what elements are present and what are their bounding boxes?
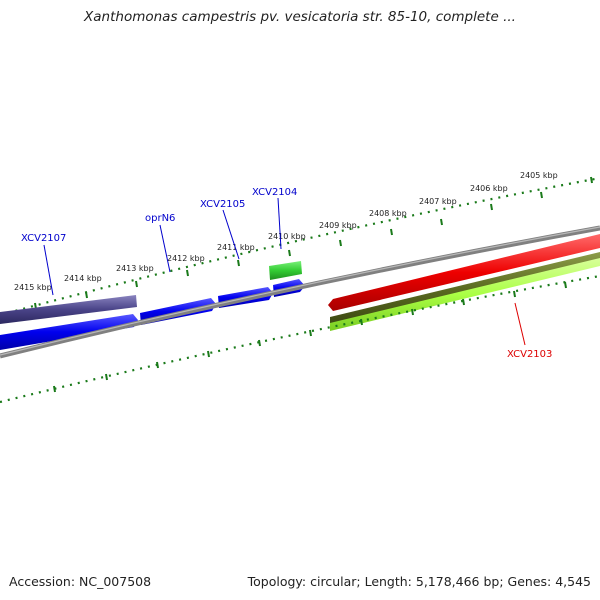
map-title: Xanthomonas campestris pv. vesicatoria s…	[84, 9, 516, 25]
outer-ruler-ticks	[34, 176, 593, 310]
ruler-label: 2407 kbp	[419, 197, 457, 206]
gene-label-xcv2103[interactable]: XCV2103	[507, 302, 552, 360]
feature-xcv2103[interactable]	[328, 234, 600, 311]
ruler-label: 2411 kbp	[217, 243, 255, 252]
gene-name: oprN6	[145, 213, 175, 224]
feature-xcv2107[interactable]	[0, 295, 137, 324]
ruler-label: 2415 kbp	[14, 283, 52, 292]
leader-line	[514, 302, 526, 346]
gene-name: XCV2107	[21, 233, 66, 244]
leader-line	[159, 224, 171, 273]
accession-text: Accession: NC_007508	[9, 574, 152, 589]
topology-text: Topology: circular; Length: 5,178,466 bp…	[247, 574, 591, 589]
ruler-label: 2405 kbp	[520, 171, 558, 180]
feature-lime-reverse[interactable]	[330, 258, 600, 331]
ruler-label: 2412 kbp	[167, 254, 205, 263]
ruler-label: 2414 kbp	[64, 274, 102, 283]
ruler-label: 2408 kbp	[369, 209, 407, 218]
gene-name: XCV2103	[507, 349, 552, 360]
gene-name: XCV2105	[200, 199, 245, 210]
ruler-label: 2409 kbp	[319, 221, 357, 230]
ruler-labels: 2415 kbp 2414 kbp 2413 kbp 2412 kbp 2411…	[14, 171, 558, 292]
feature-forward-cds-long[interactable]	[0, 314, 138, 350]
inner-ruler-ticks	[53, 281, 567, 393]
gene-name: XCV2104	[252, 187, 297, 198]
gene-label-xcv2107[interactable]: XCV2107	[21, 233, 66, 296]
leader-line	[222, 209, 240, 260]
leader-line	[43, 244, 54, 296]
ruler-label: 2406 kbp	[470, 184, 508, 193]
genome-backbone	[0, 225, 600, 359]
gene-label-xcv2104[interactable]: XCV2104	[252, 187, 297, 250]
feature-green-xcv2104[interactable]	[269, 261, 302, 280]
ruler-label: 2410 kbp	[268, 232, 306, 241]
gene-label-xcv2105[interactable]: XCV2105	[200, 199, 245, 260]
ruler-label: 2413 kbp	[116, 264, 154, 273]
leader-line	[277, 197, 282, 250]
genome-backbone-highlight	[0, 226, 600, 356]
inner-ruler-ring	[0, 274, 600, 404]
gene-label-oprn6[interactable]: oprN6	[145, 213, 175, 273]
outer-ruler-ring	[0, 176, 600, 317]
